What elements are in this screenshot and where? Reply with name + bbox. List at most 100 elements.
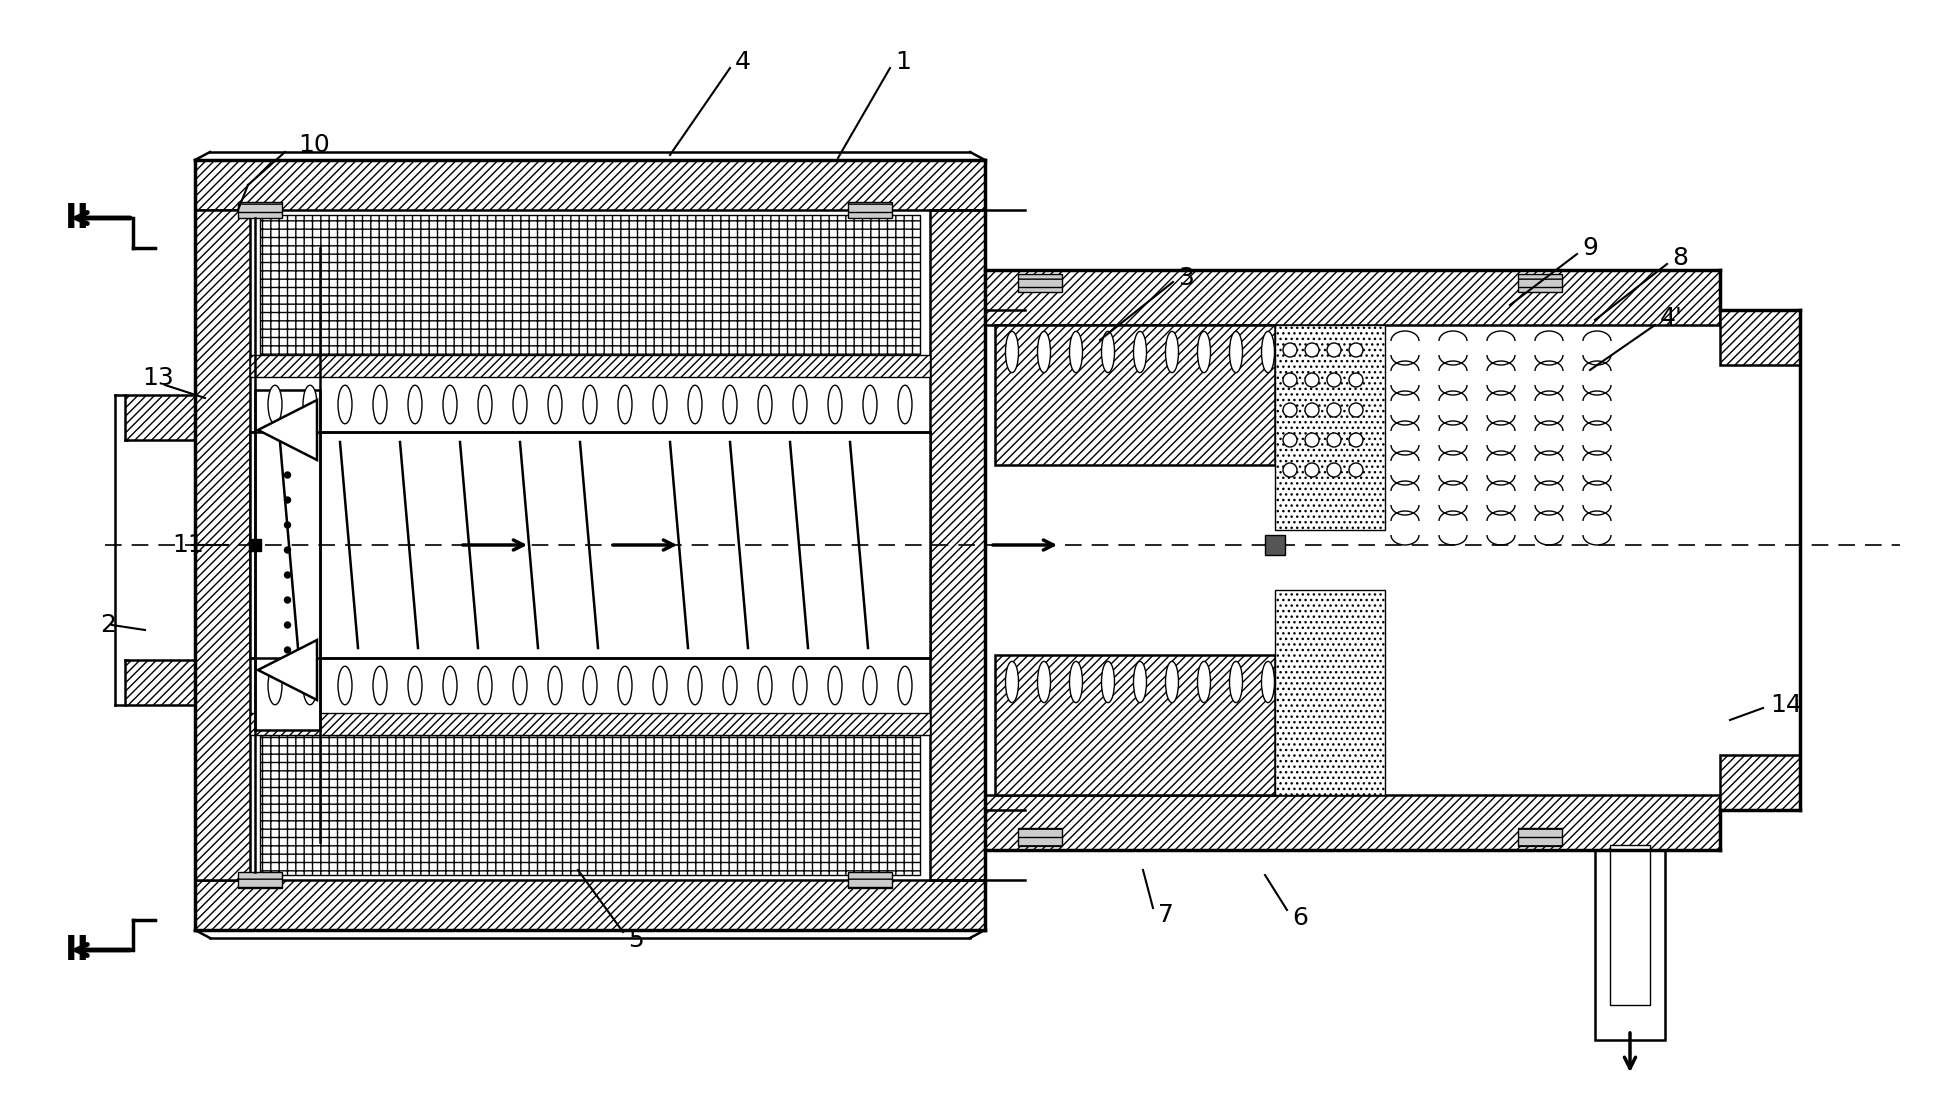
Ellipse shape — [619, 667, 632, 705]
Circle shape — [285, 547, 291, 553]
Ellipse shape — [549, 667, 562, 705]
Bar — [985, 270, 1720, 324]
Bar — [847, 872, 892, 888]
Ellipse shape — [1229, 661, 1243, 703]
Ellipse shape — [688, 667, 702, 705]
Circle shape — [1326, 343, 1342, 358]
Text: II: II — [66, 201, 89, 234]
Ellipse shape — [1134, 661, 1146, 703]
Ellipse shape — [793, 385, 807, 424]
Ellipse shape — [723, 667, 737, 705]
Bar — [1720, 310, 1799, 365]
Ellipse shape — [1165, 331, 1179, 373]
Ellipse shape — [407, 667, 423, 705]
Bar — [1018, 828, 1063, 846]
Ellipse shape — [1198, 661, 1210, 703]
Text: 8: 8 — [1671, 246, 1689, 270]
Ellipse shape — [1070, 661, 1082, 703]
Bar — [124, 660, 196, 705]
Text: 2: 2 — [101, 613, 116, 637]
Bar — [196, 210, 250, 880]
Ellipse shape — [1101, 331, 1115, 373]
Bar — [995, 324, 1276, 465]
Text: 6: 6 — [1291, 906, 1309, 930]
Bar — [250, 432, 931, 658]
Ellipse shape — [1165, 661, 1179, 703]
Circle shape — [1305, 343, 1319, 358]
Text: 3: 3 — [1179, 266, 1194, 290]
Circle shape — [285, 472, 291, 478]
Circle shape — [1284, 343, 1297, 358]
Ellipse shape — [302, 667, 316, 705]
Bar — [196, 160, 985, 210]
Ellipse shape — [653, 667, 667, 705]
Text: 13: 13 — [142, 366, 175, 390]
Circle shape — [1326, 463, 1342, 477]
Ellipse shape — [1229, 331, 1243, 373]
Circle shape — [1326, 373, 1342, 387]
Ellipse shape — [268, 667, 281, 705]
Circle shape — [1350, 373, 1363, 387]
Bar — [1720, 755, 1799, 810]
Circle shape — [285, 621, 291, 628]
Bar — [256, 390, 320, 730]
Ellipse shape — [479, 667, 493, 705]
Ellipse shape — [758, 385, 772, 424]
Ellipse shape — [584, 385, 597, 424]
Ellipse shape — [688, 385, 702, 424]
Ellipse shape — [1101, 661, 1115, 703]
Ellipse shape — [442, 667, 458, 705]
Circle shape — [1350, 463, 1363, 477]
Text: 11: 11 — [173, 534, 204, 557]
Bar — [1264, 535, 1286, 556]
Ellipse shape — [653, 385, 667, 424]
Ellipse shape — [302, 385, 316, 424]
Text: 7: 7 — [1158, 903, 1173, 927]
Circle shape — [1305, 373, 1319, 387]
Ellipse shape — [479, 385, 493, 424]
Ellipse shape — [372, 385, 388, 424]
Ellipse shape — [828, 385, 842, 424]
Bar — [250, 713, 931, 735]
Bar — [260, 735, 919, 874]
Ellipse shape — [723, 385, 737, 424]
Circle shape — [1284, 433, 1297, 447]
Bar — [1018, 274, 1063, 292]
Text: 1: 1 — [896, 50, 911, 74]
Ellipse shape — [372, 667, 388, 705]
Circle shape — [285, 647, 291, 653]
Circle shape — [285, 597, 291, 603]
Ellipse shape — [1037, 661, 1051, 703]
Bar — [1518, 274, 1563, 292]
Ellipse shape — [549, 385, 562, 424]
Bar — [931, 210, 985, 880]
Ellipse shape — [898, 667, 911, 705]
Circle shape — [1350, 343, 1363, 358]
Ellipse shape — [863, 385, 876, 424]
Ellipse shape — [863, 667, 876, 705]
Circle shape — [1305, 433, 1319, 447]
Ellipse shape — [407, 385, 423, 424]
Bar — [1596, 850, 1666, 1040]
Bar — [124, 395, 196, 440]
Text: 5: 5 — [628, 928, 644, 952]
Bar — [250, 355, 931, 377]
Bar — [1609, 845, 1650, 1005]
Ellipse shape — [268, 385, 281, 424]
Circle shape — [1326, 433, 1342, 447]
Circle shape — [285, 522, 291, 528]
Polygon shape — [258, 400, 316, 460]
Ellipse shape — [514, 385, 527, 424]
Circle shape — [1350, 403, 1363, 417]
Text: 9: 9 — [1582, 236, 1598, 260]
Bar — [1276, 590, 1384, 795]
Ellipse shape — [898, 385, 911, 424]
Text: II: II — [66, 934, 89, 967]
Circle shape — [285, 572, 291, 578]
Polygon shape — [258, 640, 316, 700]
Ellipse shape — [337, 385, 353, 424]
Ellipse shape — [793, 667, 807, 705]
Ellipse shape — [619, 385, 632, 424]
Bar — [260, 214, 919, 355]
Bar — [238, 872, 281, 888]
